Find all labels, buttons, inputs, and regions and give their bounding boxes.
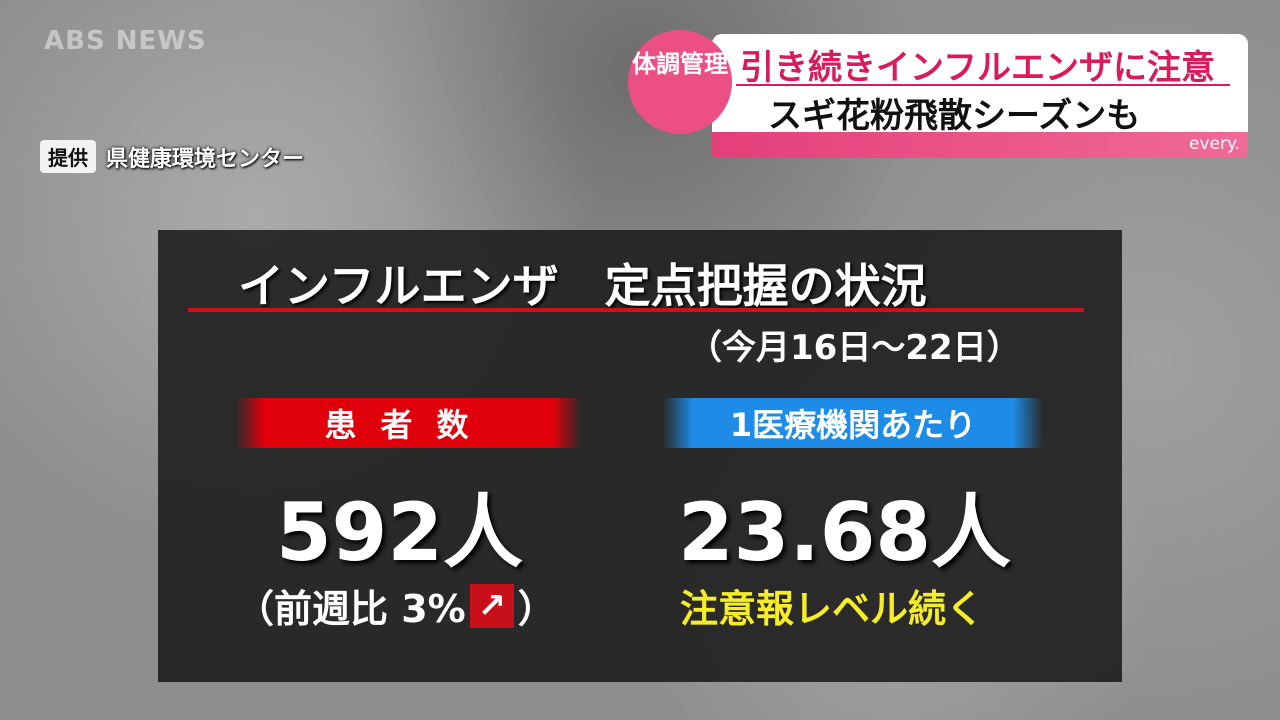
headline-badge: 体調管理 [628,30,732,134]
change-close: ） [517,587,556,631]
credit-tag: 提供 [40,140,96,173]
headline-footer-bar [712,132,1248,158]
per-institution-value: 23.68人 [678,486,1012,579]
headline-divider [736,84,1230,86]
panel-title: インフルエンザ 定点把握の状況 [238,259,927,313]
program-logo: every. [1188,134,1240,154]
credit-source: 県健康環境センター [106,146,305,172]
alert-note: 注意報レベル続く [680,587,985,631]
source-credit: 提供 県健康環境センター [40,140,304,173]
headline-banner: every. 引き続きインフルエンザに注意 スギ花粉飛散シーズンも [712,34,1248,158]
headline-line2: スギ花粉飛散シーズンも [768,96,1141,136]
channel-logo: ABS NEWS [44,26,207,56]
title-underline [188,308,1084,312]
change-text: （前週比 3% [236,587,466,631]
info-panel: インフルエンザ 定点把握の状況 （今月16日～22日） 患者数 1医療機関あたり… [158,230,1122,682]
patients-change: （前週比 3% ↗ ） [236,578,556,633]
per-institution-label: 1医療機関あたり [663,398,1043,448]
arrow-up-right-icon: ↗ [469,583,514,628]
period: （今月16日～22日） [688,328,1021,368]
headline-line1: 引き続きインフルエンザに注意 [740,48,1215,88]
patients-value: 592人 [276,486,523,579]
patients-label: 患者数 [236,398,581,448]
